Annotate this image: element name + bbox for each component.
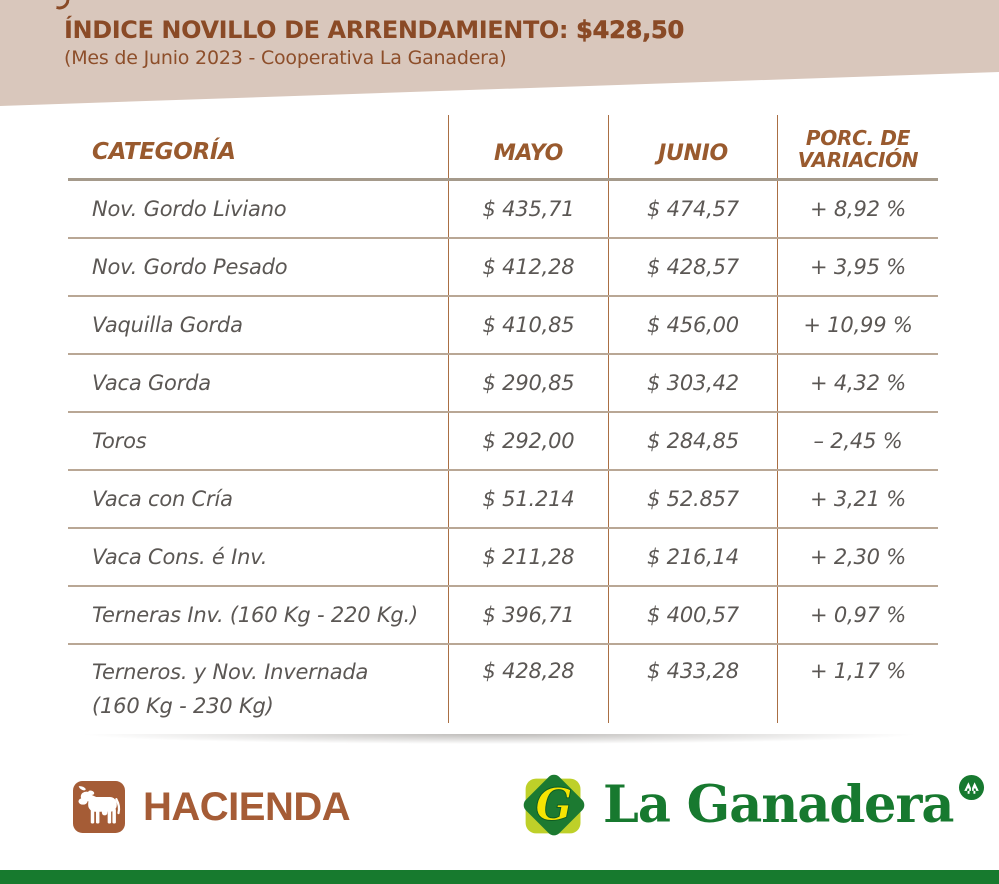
title-label: ÍNDICE NOVILLO DE ARRENDAMIENTO:	[64, 16, 569, 44]
table-row: Vaca Gorda $ 290,85 $ 303,42 + 4,32 %	[68, 355, 938, 413]
column-header-mayo: MAYO	[448, 115, 608, 178]
bottom-accent-bar	[0, 870, 999, 884]
cell-categoria: Toros	[92, 429, 147, 453]
column-header-variacion: PORC. DE VARIACIÓN	[777, 115, 938, 178]
cell-variacion: + 3,95 %	[777, 239, 938, 295]
cell-junio: $ 303,42	[608, 355, 777, 411]
cell-variacion: + 2,30 %	[777, 529, 938, 585]
partial-glyph	[56, 0, 70, 11]
column-header-categoria: CATEGORÍA	[92, 138, 236, 165]
hacienda-label: HACIENDA	[143, 785, 351, 829]
cell-mayo: $ 51.214	[448, 471, 608, 527]
cell-junio: $ 400,57	[608, 587, 777, 643]
cell-categoria: Nov. Gordo Liviano	[92, 197, 287, 221]
cell-categoria: Terneros. y Nov. Invernada (160 Kg - 230…	[68, 645, 448, 723]
cell-variacion: + 3,21 %	[777, 471, 938, 527]
la-ganadera-logo: G La Ganadera	[519, 766, 985, 846]
cell-mayo: $ 290,85	[448, 355, 608, 411]
cell-categoria: Nov. Gordo Pesado	[92, 255, 288, 279]
cell-junio: $ 428,57	[608, 239, 777, 295]
cell-variacion: + 1,17 %	[777, 645, 938, 724]
table-header-row: CATEGORÍA MAYO JUNIO PORC. DE VARIACIÓN	[68, 115, 938, 181]
la-ganadera-wordmark: La Ganadera	[603, 775, 954, 835]
svg-text:G: G	[535, 780, 572, 831]
table-row: Toros $ 292,00 $ 284,85 – 2,45 %	[68, 413, 938, 471]
table-row: Vaca Cons. é Inv. $ 211,28 $ 216,14 + 2,…	[68, 529, 938, 587]
cell-variacion: + 10,99 %	[777, 297, 938, 353]
table-row: Vaquilla Gorda $ 410,85 $ 456,00 + 10,99…	[68, 297, 938, 355]
title-value: $428,50	[576, 16, 685, 45]
cow-icon	[73, 781, 125, 833]
table-row: Terneras Inv. (160 Kg - 220 Kg.) $ 396,7…	[68, 587, 938, 645]
cell-variacion: + 4,32 %	[777, 355, 938, 411]
table-row: Nov. Gordo Pesado $ 412,28 $ 428,57 + 3,…	[68, 239, 938, 297]
cell-junio: $ 433,28	[608, 645, 777, 724]
cell-mayo: $ 292,00	[448, 413, 608, 469]
cell-junio: $ 284,85	[608, 413, 777, 469]
cell-categoria: Vaca Gorda	[92, 371, 211, 395]
cell-mayo: $ 410,85	[448, 297, 608, 353]
cell-junio: $ 456,00	[608, 297, 777, 353]
cell-junio: $ 216,14	[608, 529, 777, 585]
cell-variacion: + 8,92 %	[777, 181, 938, 237]
cell-mayo: $ 428,28	[448, 645, 608, 724]
header-banner: ÍNDICE NOVILLO DE ARRENDAMIENTO: $428,50…	[0, 0, 999, 106]
cell-categoria: Vaca Cons. é Inv.	[92, 545, 268, 569]
cell-categoria: Vaca con Cría	[92, 487, 233, 511]
page-title: ÍNDICE NOVILLO DE ARRENDAMIENTO: $428,50	[64, 16, 685, 45]
cell-mayo: $ 435,71	[448, 181, 608, 237]
page-subtitle: (Mes de Junio 2023 - Cooperativa La Gana…	[64, 47, 507, 69]
cell-mayo: $ 412,28	[448, 239, 608, 295]
table-row: Nov. Gordo Liviano $ 435,71 $ 474,57 + 8…	[68, 181, 938, 239]
cell-categoria-line2: (160 Kg - 230 Kg)	[92, 693, 274, 718]
cell-variacion: – 2,45 %	[777, 413, 938, 469]
hacienda-logo: HACIENDA	[73, 781, 351, 833]
trademark-icon	[958, 774, 985, 801]
table-row: Vaca con Cría $ 51.214 $ 52.857 + 3,21 %	[68, 471, 938, 529]
table-row: Terneros. y Nov. Invernada (160 Kg - 230…	[68, 645, 938, 724]
cell-categoria: Terneras Inv. (160 Kg - 220 Kg.)	[92, 603, 419, 627]
price-table: CATEGORÍA MAYO JUNIO PORC. DE VARIACIÓN …	[68, 115, 938, 724]
column-header-junio: JUNIO	[608, 115, 777, 178]
cell-mayo: $ 211,28	[448, 529, 608, 585]
cell-categoria: Vaquilla Gorda	[92, 313, 243, 337]
cell-variacion: + 0,97 %	[777, 587, 938, 643]
section-divider-shadow	[0, 734, 999, 748]
cell-categoria-line1: Terneros. y Nov. Invernada	[92, 660, 369, 684]
cell-junio: $ 474,57	[608, 181, 777, 237]
cell-mayo: $ 396,71	[448, 587, 608, 643]
la-ganadera-monogram-icon: G	[519, 766, 589, 846]
cell-junio: $ 52.857	[608, 471, 777, 527]
